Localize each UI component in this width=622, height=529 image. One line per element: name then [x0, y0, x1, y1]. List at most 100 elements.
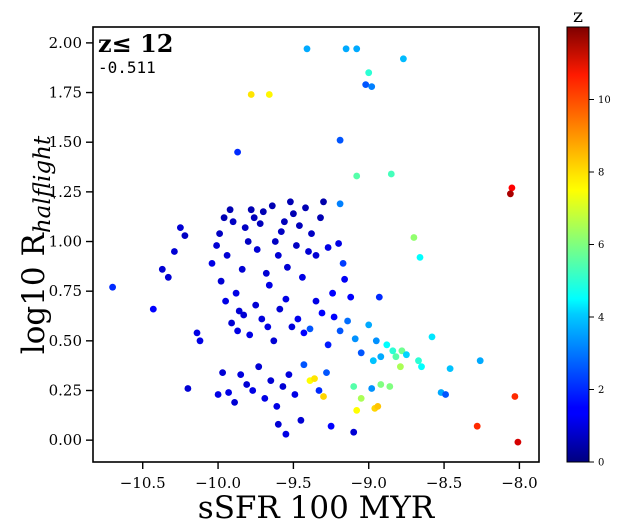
data-point [290, 210, 297, 218]
data-point [372, 337, 380, 345]
data-point [365, 69, 373, 77]
data-point [508, 184, 516, 192]
data-point [158, 265, 166, 273]
panel-annotation-title: z≤ 12 [98, 29, 174, 58]
panel-annotation-value: -0.511 [98, 58, 156, 77]
y-tick-label: 1.75 [49, 84, 82, 102]
y-tick-label: 0.75 [49, 282, 82, 300]
data-point [336, 200, 344, 208]
data-point [392, 353, 400, 361]
data-point [308, 230, 315, 238]
data-point [387, 170, 395, 178]
x-tick-label: −8.5 [426, 474, 462, 492]
data-point [232, 289, 240, 297]
colorbar-tick-label: 2 [598, 385, 604, 396]
data-point [377, 353, 385, 361]
data-point [228, 319, 236, 327]
data-point [300, 361, 308, 369]
data-point [246, 331, 254, 339]
data-point [217, 277, 225, 285]
x-axis-ticks: −10.5 −10.0 −9.5 −9.0 −8.5 −8.0 [120, 462, 538, 492]
data-point [302, 204, 309, 212]
data-point [317, 214, 324, 222]
data-point [400, 55, 407, 63]
x-axis-label: sSFR 100 MYR [198, 490, 436, 526]
data-point [374, 403, 382, 410]
data-point [353, 407, 361, 414]
colorbar-ticks: 0 2 4 6 8 10 [589, 95, 611, 469]
data-point [253, 246, 261, 253]
data-point [213, 242, 221, 249]
data-point [416, 254, 424, 261]
data-point [336, 327, 344, 335]
data-point [284, 263, 291, 271]
data-point [274, 252, 282, 259]
data-point [415, 357, 422, 365]
data-point [238, 265, 246, 273]
data-point [276, 305, 284, 313]
data-point [353, 45, 361, 53]
data-point [164, 273, 172, 281]
data-point [339, 260, 347, 267]
data-point [282, 295, 290, 303]
y-axis-label: log10 Rhalflight [16, 135, 56, 354]
data-point [149, 305, 157, 313]
data-point [262, 269, 270, 277]
data-point [220, 214, 228, 222]
colorbar-tick-label: 0 [598, 458, 604, 469]
data-point [226, 206, 234, 214]
data-point [196, 337, 204, 345]
y-tick-label: 2.00 [49, 34, 82, 52]
data-point [324, 244, 332, 251]
data-point [357, 395, 365, 402]
data-point [177, 224, 184, 232]
data-point [293, 242, 300, 249]
data-point [219, 369, 227, 376]
data-point [514, 438, 522, 446]
data-point [274, 420, 282, 428]
data-point [315, 387, 323, 394]
data-point [193, 329, 201, 337]
data-point [342, 45, 350, 53]
data-point [306, 325, 314, 333]
data-point [320, 198, 327, 206]
data-point [231, 399, 239, 406]
data-point [397, 363, 404, 371]
data-point [279, 383, 287, 390]
data-point [259, 208, 267, 216]
data-point [247, 91, 255, 98]
data-point [446, 365, 454, 372]
data-point [357, 349, 365, 357]
data-point [225, 389, 233, 396]
colorbar-gradient [566, 26, 590, 463]
data-point [507, 190, 514, 198]
x-tick-label: −8.0 [501, 474, 537, 492]
data-point [214, 391, 222, 398]
y-tick-label: 1.50 [49, 133, 82, 151]
data-point [365, 321, 373, 329]
data-point [299, 273, 306, 281]
data-point [237, 371, 245, 378]
data-point [312, 252, 320, 259]
data-point [241, 224, 249, 232]
data-point [318, 309, 326, 317]
data-point [403, 351, 410, 359]
data-point [336, 136, 344, 144]
data-point [235, 307, 243, 315]
data-point [473, 422, 481, 430]
data-point [243, 381, 251, 388]
data-point [181, 232, 189, 240]
colorbar-tick-label: 4 [598, 313, 604, 324]
data-point [291, 391, 299, 398]
data-point [351, 335, 359, 343]
data-point [265, 91, 273, 98]
colorbar-tick-label: 6 [598, 240, 604, 251]
data-point [216, 230, 224, 238]
data-point [271, 238, 279, 245]
y-axis-ticks: 0.00 0.25 0.50 0.75 1.00 1.25 1.50 1.75 2.00 [49, 34, 93, 449]
data-point [369, 357, 377, 365]
x-tick-label: −9.0 [351, 474, 387, 492]
data-point [270, 337, 278, 345]
data-point [265, 281, 273, 289]
data-point [297, 416, 305, 424]
